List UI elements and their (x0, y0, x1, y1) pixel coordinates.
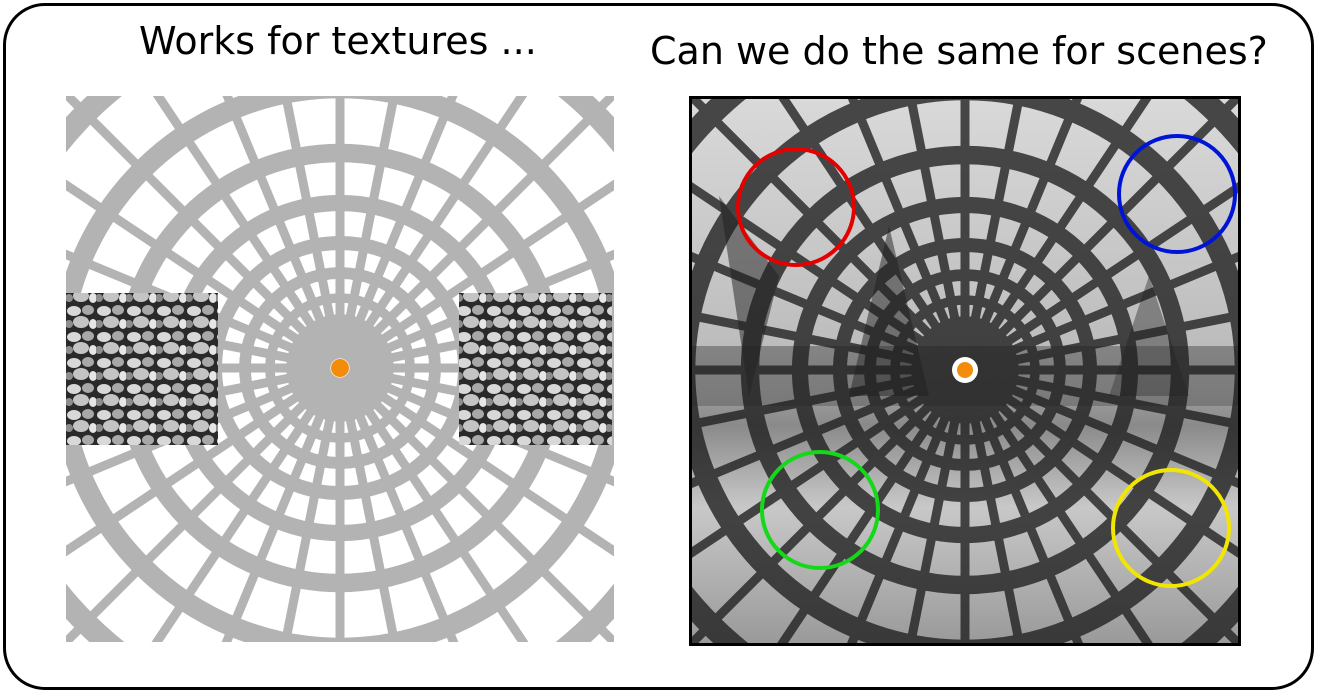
web-spoke (338, 96, 399, 359)
center-point (957, 362, 973, 378)
left-title: Works for textures ... (139, 19, 537, 63)
scene-border (689, 96, 1241, 646)
red-circle (736, 147, 856, 267)
web-spoke (281, 96, 342, 359)
green-circle (760, 450, 880, 570)
web-spoke (970, 375, 1241, 646)
web-spoke (66, 368, 332, 487)
web-spoke (348, 368, 614, 487)
web-spoke (338, 377, 400, 642)
web-spoke (963, 96, 1025, 361)
scene-web-panel (689, 96, 1241, 646)
web-spoke (974, 368, 1241, 430)
web-spoke (776, 96, 962, 363)
web-spoke (689, 96, 960, 365)
web-spoke (963, 379, 1025, 646)
web-spoke (152, 96, 337, 361)
web-spoke (970, 96, 1241, 365)
web-spoke (973, 250, 1241, 370)
blue-circle (1117, 134, 1237, 254)
web-spoke (345, 96, 614, 363)
web-spoke (689, 180, 958, 367)
web-spoke (905, 379, 967, 646)
web-spoke (845, 378, 965, 646)
web-spoke (348, 249, 614, 368)
web-spoke (345, 373, 614, 642)
web-spoke (340, 376, 459, 642)
web-spoke (775, 377, 962, 646)
web-spoke (151, 375, 337, 642)
web-spoke (965, 96, 1084, 362)
web-spoke (347, 371, 614, 557)
web-spoke (972, 373, 1241, 560)
web-spoke (689, 250, 957, 370)
web-spoke (343, 375, 529, 642)
web-spoke (689, 370, 957, 490)
web-spoke (973, 370, 1241, 490)
web-spoke (66, 96, 335, 363)
web-spoke (689, 375, 960, 646)
web-spoke (689, 310, 956, 372)
texture-web-panel (66, 96, 614, 642)
web-spoke (222, 96, 340, 360)
web-spoke (968, 377, 1155, 646)
web-spoke (689, 373, 958, 560)
radial-web-overlay (689, 96, 1241, 646)
web-spoke (974, 310, 1241, 372)
web-spoke (905, 96, 967, 361)
web-spoke (968, 96, 1154, 363)
web-spoke (965, 378, 1085, 646)
web-spoke (972, 180, 1241, 367)
web-spoke (221, 376, 340, 642)
texture-patch-left (66, 293, 218, 445)
scene-tree-left (719, 196, 779, 396)
web-spoke (689, 368, 956, 430)
web-spoke (66, 371, 333, 557)
web-spoke (846, 96, 965, 362)
web-spoke (66, 179, 333, 365)
web-spoke (340, 96, 458, 360)
web-spoke (280, 377, 342, 642)
right-title: Can we do the same for scenes? (650, 29, 1268, 73)
web-spoke (347, 179, 614, 365)
yellow-circle (1111, 468, 1231, 588)
center-point (331, 359, 349, 377)
web-spoke (66, 373, 335, 642)
texture-patch-right (459, 293, 612, 445)
web-spoke (343, 96, 528, 361)
web-spoke (66, 249, 332, 368)
